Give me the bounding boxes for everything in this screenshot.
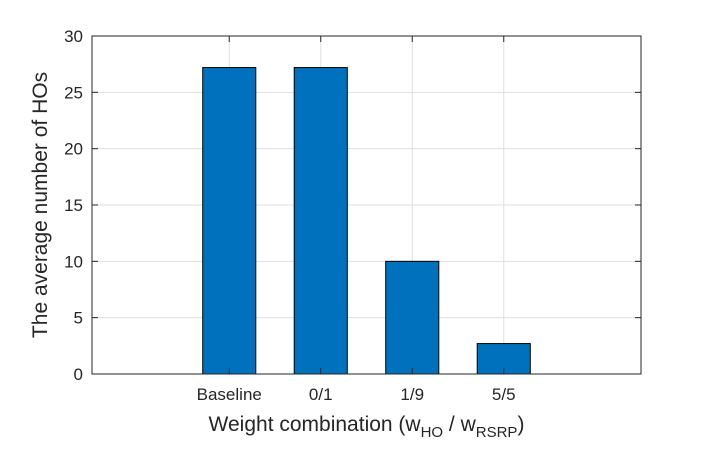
- y-tick-label: 10: [64, 252, 83, 271]
- y-tick-label: 20: [64, 140, 83, 159]
- y-tick-label: 15: [64, 196, 83, 215]
- y-tick-label: 5: [74, 309, 83, 328]
- tick-labels-layer: 0 5 10 15 20 25 30 Baseline 0/1 1/9 5/5: [64, 27, 515, 404]
- y-tick-label: 0: [74, 365, 83, 384]
- x-tick-label: Baseline: [197, 385, 262, 404]
- bar-baseline: [202, 67, 257, 375]
- bar-0-1: [293, 67, 348, 375]
- y-axis-label: The average number of HOs: [29, 72, 52, 338]
- x-tick-label: 1/9: [400, 385, 424, 404]
- x-axis-label: Weight combination (wHO / wRSRP): [209, 413, 525, 441]
- x-axis-label-sub-rsrp: RSRP: [476, 424, 518, 441]
- x-axis-label-suffix: ): [517, 413, 524, 436]
- x-tick-label: 5/5: [492, 385, 516, 404]
- y-tick-label: 25: [64, 83, 83, 102]
- bars-layer: [202, 67, 531, 375]
- x-tick-label: 0/1: [309, 385, 333, 404]
- x-axis-label-mid: / w: [443, 413, 477, 436]
- y-tick-label: 30: [64, 27, 83, 46]
- grid-layer: [92, 35, 641, 375]
- x-axis-label-prefix: Weight combination (w: [209, 413, 422, 436]
- ticks-layer: [92, 35, 641, 375]
- x-axis-label-sub-ho: HO: [421, 424, 444, 441]
- bar-1-9: [385, 260, 440, 375]
